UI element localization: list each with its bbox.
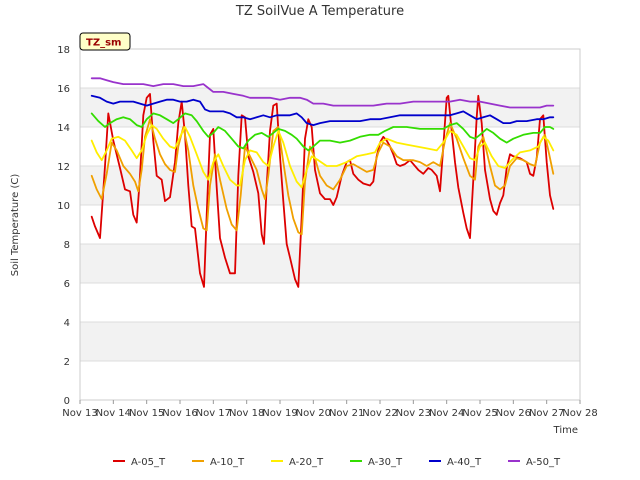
y-axis-ticks: 0 2 4 6 8 10 12 14 16 18 <box>57 45 70 407</box>
grid-band <box>80 322 580 361</box>
series-line-a-20-t <box>90 124 555 189</box>
x-tick-label: Nov 26 <box>496 408 531 419</box>
grid-band <box>80 361 580 400</box>
x-tick-label: Nov 23 <box>396 408 431 419</box>
series-line-a-05-t <box>90 93 555 288</box>
legend-label-a-10-t: A-10_T <box>210 457 245 468</box>
site-badge: TZ_sm <box>79 32 131 51</box>
site-badge-box <box>79 32 131 51</box>
x-tick-label: Nov 21 <box>329 408 364 419</box>
series-line-a-50-t <box>90 77 555 109</box>
grid-band <box>80 205 580 244</box>
plot-frame <box>79 48 581 401</box>
y-tick-label: 18 <box>57 45 70 56</box>
x-tick-label: Nov 15 <box>129 408 164 419</box>
grid-band <box>80 244 580 283</box>
grid-band <box>80 49 580 88</box>
legend: A-05_T A-10_T A-20_T A-30_T A-40_T A-50_T <box>113 457 561 468</box>
y-tick-label: 4 <box>64 318 70 329</box>
x-tick-label: Nov 25 <box>462 408 497 419</box>
y-tick-label: 16 <box>57 84 70 95</box>
x-tick-label: Nov 14 <box>96 408 131 419</box>
y-tick-label: 10 <box>57 201 70 212</box>
x-tick-label: Nov 17 <box>196 408 231 419</box>
x-tick-label: Nov 16 <box>162 408 197 419</box>
y-axis-label: Soil Temperature (C) <box>10 174 21 277</box>
plot-area <box>79 48 581 401</box>
x-tick-label: Nov 27 <box>529 408 564 419</box>
x-tick-label: Nov 18 <box>229 408 264 419</box>
chart-title: TZ SoilVue A Temperature <box>235 4 404 19</box>
grid-bands <box>80 49 580 400</box>
site-badge-text: TZ_sm <box>86 38 121 49</box>
grid-band <box>80 283 580 322</box>
x-tick-label: Nov 24 <box>429 408 464 419</box>
y-tick-label: 8 <box>64 240 70 251</box>
x-tick-label: Nov 13 <box>62 408 97 419</box>
x-tick-label: Nov 22 <box>362 408 397 419</box>
legend-label-a-05-t: A-05_T <box>131 457 166 468</box>
x-tick-label: Nov 19 <box>262 408 297 419</box>
x-axis-label: Time <box>553 425 578 436</box>
y-tick-label: 0 <box>64 396 70 407</box>
legend-label-a-40-t: A-40_T <box>447 457 482 468</box>
series-lines <box>90 77 555 288</box>
legend-label-a-50-t: A-50_T <box>526 457 561 468</box>
series-line-a-10-t <box>90 118 555 236</box>
y-tick-label: 12 <box>57 162 70 173</box>
y-tick-label: 14 <box>57 123 70 134</box>
y-tick-label: 2 <box>64 357 70 368</box>
series-line-a-30-t <box>90 112 555 152</box>
series-line-a-40-t <box>90 94 555 126</box>
legend-label-a-30-t: A-30_T <box>368 457 403 468</box>
x-tick-label: Nov 20 <box>296 408 331 419</box>
legend-label-a-20-t: A-20_T <box>289 457 324 468</box>
y-tick-label: 6 <box>64 279 70 290</box>
x-tick-label: Nov 28 <box>562 408 597 419</box>
